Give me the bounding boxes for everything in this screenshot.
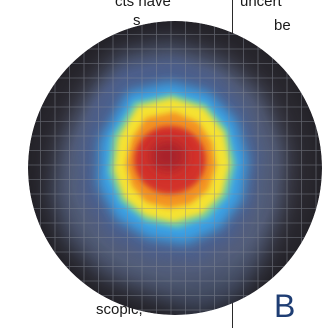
right-column-line-1: uncert [240, 0, 282, 10]
section-letter: B [274, 288, 296, 324]
left-column-line-2: s [133, 12, 141, 29]
heatmap-disc [28, 21, 322, 315]
left-column-line-1: cts have [115, 0, 171, 10]
right-column-line-2: be [274, 17, 291, 34]
disc-vignette [28, 21, 322, 315]
